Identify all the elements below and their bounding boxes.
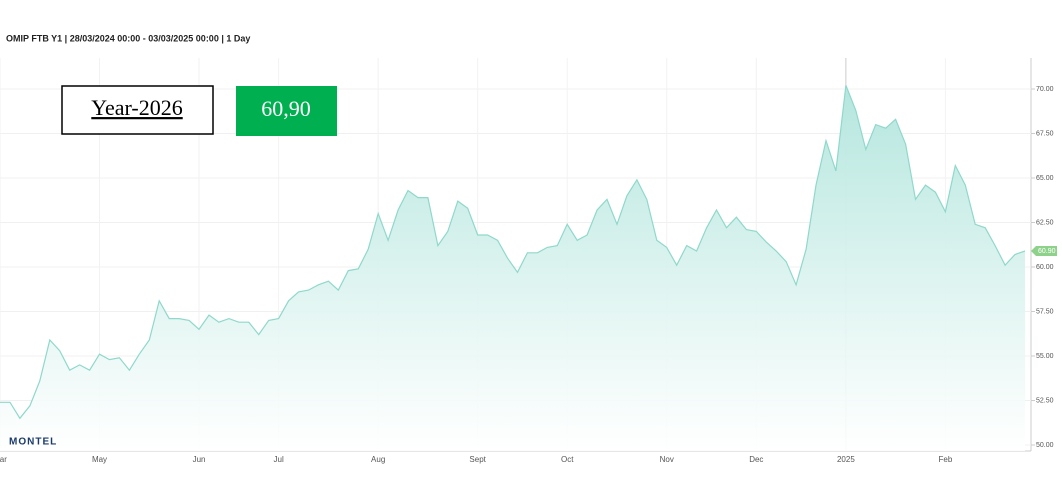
x-tick-label: 2025 <box>837 455 855 464</box>
x-tick-label: Jun <box>193 455 206 464</box>
x-tick-label: Jul <box>274 455 284 464</box>
last-value-label: 60.90 <box>1038 248 1056 255</box>
y-tick-label: 60.00 <box>1036 264 1054 271</box>
x-tick-label: Nov <box>660 455 674 464</box>
x-tick-label: Dec <box>749 455 763 464</box>
x-tick-label: May <box>92 455 107 464</box>
price-line <box>0 85 1026 420</box>
y-tick-label: 57.50 <box>1036 308 1054 315</box>
area-fill <box>0 85 1025 452</box>
price-label: 60,90 <box>261 96 311 121</box>
y-tick-label: 52.50 <box>1036 397 1054 404</box>
y-tick-label: 67.50 <box>1036 130 1054 137</box>
brand-logo: MONTEL <box>9 437 57 448</box>
y-tick-label: 70.00 <box>1036 86 1054 93</box>
x-tick-label: Aug <box>371 455 385 464</box>
y-tick-label: 50.00 <box>1036 442 1054 449</box>
year-label: Year-2026 <box>91 95 182 120</box>
x-tick-label: Mar <box>0 455 7 464</box>
y-tick-label: 65.00 <box>1036 175 1054 182</box>
last-value-tag <box>1031 245 1057 256</box>
x-tick-label: Sept <box>469 455 486 464</box>
x-tick-label: Feb <box>938 455 952 464</box>
y-tick-label: 62.50 <box>1036 219 1054 226</box>
y-tick-label: 55.00 <box>1036 353 1054 360</box>
chart-title: OMIP FTB Y1 | 28/03/2024 00:00 - 03/03/2… <box>6 33 250 43</box>
x-tick-label: Oct <box>561 455 574 464</box>
label-box <box>61 85 214 135</box>
price-box <box>236 86 337 136</box>
